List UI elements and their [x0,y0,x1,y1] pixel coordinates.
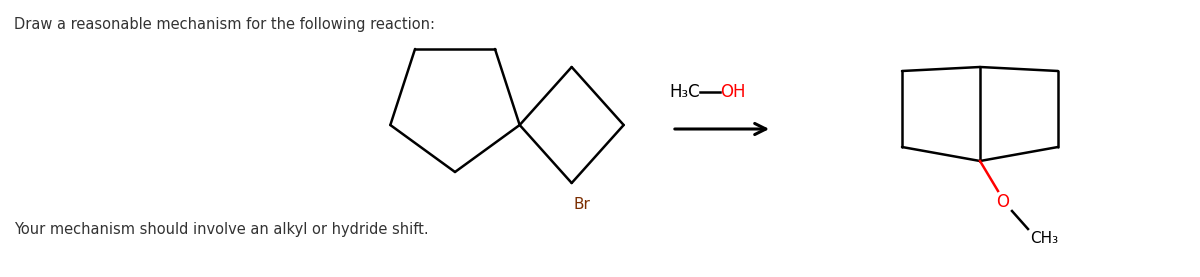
Text: Draw a reasonable mechanism for the following reaction:: Draw a reasonable mechanism for the foll… [14,17,436,32]
Text: H₃C: H₃C [670,83,700,101]
Text: OH: OH [720,83,745,101]
Text: Your mechanism should involve an alkyl or hydride shift.: Your mechanism should involve an alkyl o… [14,222,428,237]
Text: Br: Br [574,197,590,212]
Text: O: O [996,193,1009,211]
Text: CH₃: CH₃ [1030,231,1058,246]
